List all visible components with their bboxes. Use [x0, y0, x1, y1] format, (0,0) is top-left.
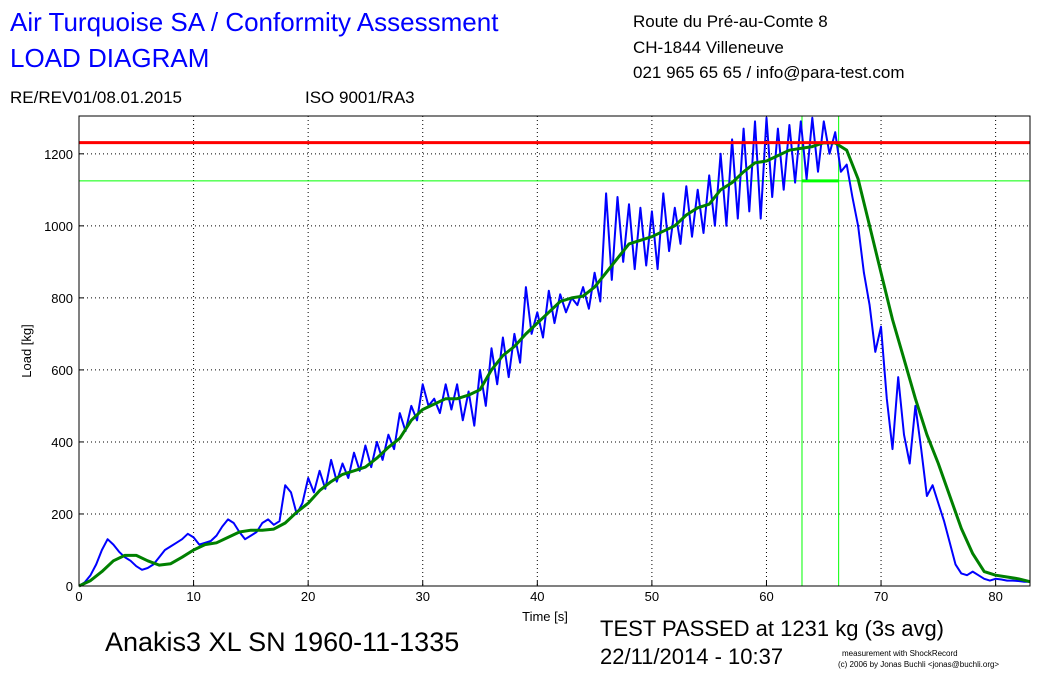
standard: ISO 9001/RA3: [305, 88, 415, 107]
x-tick-label: 50: [645, 589, 659, 604]
credit: (c) 2006 by Jonas Buchli <jonas@buchli.o…: [838, 660, 999, 669]
address-line: CH-1844 Villeneuve: [633, 38, 784, 57]
credit: measurement with ShockRecord: [842, 649, 958, 658]
x-axis-label: Time [s]: [522, 609, 568, 624]
y-tick-label: 1000: [44, 219, 73, 234]
x-tick-label: 70: [874, 589, 888, 604]
y-tick-label: 400: [51, 435, 73, 450]
plot-frame: [78, 115, 1031, 587]
x-tick-label: 0: [75, 589, 82, 604]
y-tick-label: 800: [51, 291, 73, 306]
device: Anakis3 XL SN 1960-11-1335: [105, 627, 459, 657]
y-axis-label: Load [kg]: [19, 324, 34, 378]
x-tick-label: 20: [301, 589, 315, 604]
revision: RE/REV01/08.01.2015: [10, 88, 182, 107]
data-line: [78, 116, 1030, 587]
result: TEST PASSED at 1231 kg (3s avg): [600, 616, 944, 641]
y-tick-label: 1200: [44, 147, 73, 162]
x-tick-label: 80: [988, 589, 1002, 604]
chart-subtitle: LOAD DIAGRAM: [10, 43, 209, 73]
y-tick-label: 600: [51, 363, 73, 378]
x-tick-label: 30: [416, 589, 430, 604]
y-tick-label: 0: [66, 579, 73, 594]
x-tick-label: 10: [186, 589, 200, 604]
chart-title: Air Turquoise SA / Conformity Assessment: [10, 7, 499, 37]
y-tick-label: 200: [51, 507, 73, 522]
address-line: 021 965 65 65 / info@para-test.com: [633, 63, 904, 82]
x-tick-label: 60: [759, 589, 773, 604]
data-line: [78, 141, 1031, 588]
address-line: Route du Pré-au-Comte 8: [633, 12, 828, 31]
x-tick-label: 40: [530, 589, 544, 604]
date: 22/11/2014 - 10:37: [600, 644, 783, 669]
